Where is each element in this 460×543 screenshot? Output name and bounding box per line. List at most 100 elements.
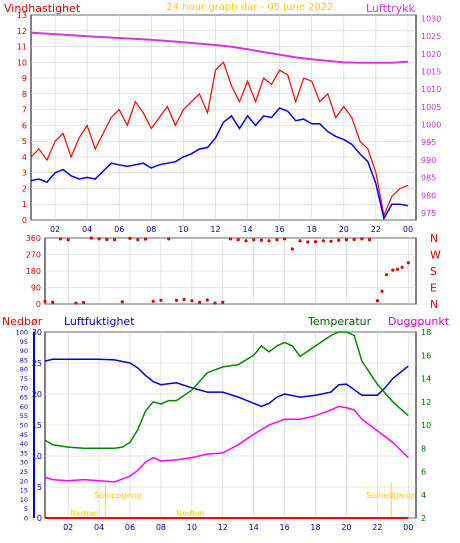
wind-direction-point: [58, 237, 63, 241]
wind-direction-point: [252, 238, 256, 242]
wind-direction-point: [313, 240, 318, 244]
wind-direction-point: [244, 239, 248, 243]
humidity-line: [44, 358, 409, 408]
wind-direction-point: [321, 239, 325, 243]
compass-label: E: [430, 282, 437, 295]
wind-speed-tick: 6: [22, 121, 27, 130]
temperature-time-tick: 22: [372, 523, 382, 532]
wind-direction-tick: 360: [26, 234, 41, 243]
wind-direction-point: [105, 237, 109, 242]
rain-tick: 70: [20, 384, 28, 392]
wind-direction-tick: 180: [26, 267, 41, 276]
wind-direction-point: [198, 300, 202, 304]
rain-tick: 15: [20, 487, 28, 495]
wind-speed-tick: 5: [22, 137, 27, 146]
wind-direction-point: [167, 237, 171, 241]
pressure-tick: 1015: [421, 68, 441, 77]
humidity-tick: 10: [32, 452, 42, 461]
temperature-tick: 2: [421, 514, 426, 523]
temperature-tick: 4: [421, 491, 426, 500]
wind-direction-points: [43, 236, 410, 305]
wind-direction-point: [267, 239, 271, 243]
wind-speed-tick: 13: [17, 11, 27, 20]
temperature-axis: 2 4 6 8 10 12 14 16 18: [421, 328, 431, 523]
wind-direction-grid: [45, 237, 416, 305]
wind-direction-point: [97, 237, 101, 241]
wind-direction-point: [143, 237, 148, 241]
pressure-tick: 990: [421, 156, 436, 165]
rain-tick: 40: [20, 440, 28, 448]
pressure-label: Lufttrykk: [366, 2, 416, 15]
wind-direction-point: [329, 239, 333, 243]
humidity-tick: 5: [37, 483, 42, 492]
temperature-tick: 18: [421, 328, 431, 337]
wind-direction-point: [290, 247, 294, 251]
pressure-tick: 985: [421, 174, 436, 183]
wind-direction-point: [221, 300, 225, 304]
pressure-tick: 1010: [421, 85, 441, 94]
rain-tick: 75: [20, 375, 28, 383]
wind-direction-point: [406, 261, 410, 265]
rain-annotation-1: Nedbør: [70, 509, 100, 518]
wind-direction-point: [190, 299, 194, 303]
sunrise-label: Soloppgang: [94, 491, 141, 500]
wind-direction-point: [380, 289, 384, 293]
temperature-time-tick: 06: [125, 523, 135, 532]
rain-tick: 55: [20, 412, 28, 420]
wind-time-tick: 10: [178, 225, 188, 234]
rain-tick: 20: [20, 477, 28, 485]
rain-tick: 100: [16, 329, 28, 337]
rain-tick: 85: [20, 356, 28, 364]
temperature-tick: 16: [421, 351, 431, 360]
temperature-tick: 6: [421, 468, 426, 477]
wind-direction-point: [360, 237, 364, 241]
graph-title: 24 hour graph dar - 05 June 2022: [166, 2, 333, 13]
humidity-tick: 0: [37, 514, 42, 523]
wind-direction-point: [400, 265, 404, 269]
pressure-tick: 975: [421, 209, 436, 218]
temperature-label: Temperatur: [307, 315, 372, 328]
wind-time-tick: 08: [146, 225, 156, 234]
pressure-tick: 1005: [421, 103, 441, 112]
pressure-line: [30, 31, 409, 64]
wind-direction-tick: 0: [36, 300, 41, 309]
rain-tick: 90: [20, 347, 28, 355]
compass-label: N: [430, 232, 438, 245]
temperature-humidity-chart: 0510152025303540455055606570758085909510…: [2, 315, 450, 532]
wind-speed-tick: 12: [17, 27, 27, 36]
wind-speed-tick: 8: [22, 90, 27, 99]
temperature-time-tick: 12: [218, 523, 228, 532]
rain-tick: 80: [20, 366, 28, 374]
wind-speed-tick: 1: [22, 200, 27, 209]
wind-direction-point: [375, 299, 379, 303]
wind-speed-label: Vindhastighet: [4, 2, 81, 15]
pressure-tick: 1025: [421, 32, 441, 41]
wind-direction-point: [159, 298, 163, 302]
wind-direction-point: [298, 239, 302, 243]
wind-direction-point: [66, 238, 70, 242]
temperature-time-tick: 04: [94, 523, 104, 532]
wind-speed-tick: 11: [17, 43, 27, 52]
temperature-tick: 10: [421, 421, 431, 430]
rain-tick: 50: [20, 422, 28, 430]
dewpoint-label: Duggpunkt: [388, 315, 450, 328]
wind-speed-tick: 9: [22, 74, 27, 83]
wind-time-tick: 02: [50, 225, 60, 234]
wind-time-tick: 16: [275, 225, 285, 234]
wind-direction-point: [337, 238, 341, 242]
wind-time-tick: 22: [371, 225, 381, 234]
rain-tick: 35: [20, 449, 28, 457]
temperature-time-tick: 18: [310, 523, 320, 532]
wind-direction-point: [182, 297, 186, 301]
humidity-tick: 20: [32, 390, 42, 399]
wind-time-axis: 02 04 06 08 10 12 14 16 18 20 22 00: [50, 225, 413, 234]
temperature-time-tick: 08: [156, 523, 166, 532]
wind-direction-point: [136, 238, 140, 242]
wind-time-tick: 04: [82, 225, 92, 234]
wind-direction-point: [368, 238, 372, 242]
temperature-time-tick: 20: [341, 523, 351, 532]
